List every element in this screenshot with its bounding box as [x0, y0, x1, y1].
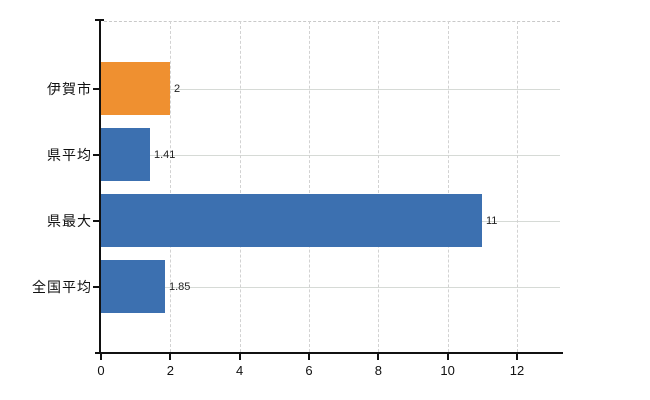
- gridline-h: [101, 155, 560, 156]
- x-tick: [238, 354, 241, 360]
- x-axis: [95, 352, 563, 354]
- x-tick-label: 2: [166, 363, 174, 378]
- gridline-v: [378, 21, 380, 352]
- x-tick: [169, 354, 172, 360]
- x-tick-label: 8: [374, 363, 382, 378]
- category-label: 県平均: [47, 147, 92, 163]
- gridline-v: [447, 21, 449, 352]
- x-tick: [308, 354, 310, 360]
- x-tick: [377, 354, 380, 360]
- gridline-h: [101, 89, 560, 90]
- y-tick: [93, 220, 100, 222]
- y-tick: [93, 88, 100, 90]
- bar: [101, 260, 165, 313]
- x-tick: [446, 354, 449, 360]
- bar: [101, 128, 150, 181]
- y-tick: [93, 154, 100, 156]
- x-tick-label: 12: [509, 363, 525, 378]
- category-label: 県最大: [47, 213, 92, 229]
- x-tick-label: 4: [236, 363, 244, 378]
- y-axis-top-cap: [95, 19, 104, 21]
- x-tick-label: 6: [305, 363, 313, 378]
- category-label: 伊賀市: [47, 81, 92, 97]
- bar-value-label: 11: [486, 215, 498, 227]
- plot-top-border: [104, 21, 560, 22]
- bar-value-label: 1.41: [154, 149, 176, 161]
- gridline-v: [239, 21, 241, 352]
- bar-value-label: 2: [174, 83, 181, 95]
- bar: [101, 62, 170, 115]
- x-tick: [516, 354, 518, 360]
- gridline-h: [101, 287, 560, 288]
- bar: [101, 194, 482, 247]
- y-tick: [93, 286, 100, 288]
- gridline-v: [309, 21, 310, 352]
- gridline-v: [517, 21, 518, 352]
- x-tick-label: 10: [440, 363, 455, 378]
- x-tick-label: 0: [97, 363, 105, 378]
- y-axis: [99, 19, 101, 352]
- gridline-v: [170, 21, 172, 352]
- bar-value-label: 1.85: [169, 281, 191, 293]
- x-tick: [100, 354, 102, 360]
- category-label: 全国平均: [32, 279, 92, 295]
